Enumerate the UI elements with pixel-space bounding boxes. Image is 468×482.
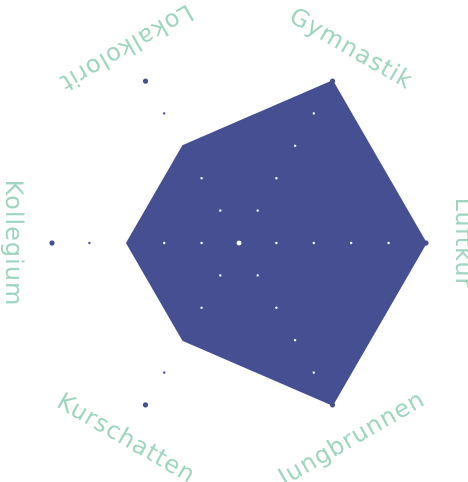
grid-dot bbox=[200, 241, 203, 245]
grid-dot bbox=[163, 112, 166, 115]
grid-dot bbox=[423, 240, 429, 246]
grid-dot bbox=[293, 144, 297, 147]
grid-dot bbox=[275, 306, 278, 309]
grid-dot bbox=[200, 306, 203, 309]
grid-dot bbox=[275, 177, 278, 180]
grid-dot bbox=[387, 241, 390, 245]
grid-dot bbox=[142, 78, 149, 84]
axis-label-kollegium: Kollegium bbox=[0, 180, 28, 307]
grid-dot bbox=[88, 241, 91, 245]
grid-dot bbox=[49, 240, 55, 246]
grid-dot bbox=[329, 78, 336, 84]
grid-dot bbox=[219, 274, 222, 277]
grid-dot bbox=[293, 339, 297, 342]
grid-dot-layer bbox=[49, 78, 429, 408]
grid-dot bbox=[163, 371, 166, 374]
grid-dot bbox=[329, 402, 336, 408]
grid-dot bbox=[350, 241, 353, 245]
grid-dot bbox=[312, 112, 315, 115]
grid-dot bbox=[142, 402, 149, 408]
grid-dot bbox=[219, 209, 222, 212]
grid-dot bbox=[200, 177, 203, 180]
grid-dot bbox=[312, 371, 315, 374]
grid-dot bbox=[256, 274, 259, 277]
axis-label-luftkur: Luftkur bbox=[450, 198, 468, 289]
grid-dot bbox=[275, 241, 278, 245]
grid-center-dot bbox=[236, 240, 242, 246]
grid-dot bbox=[312, 241, 315, 245]
grid-dot bbox=[256, 209, 259, 212]
grid-dot bbox=[163, 241, 166, 245]
